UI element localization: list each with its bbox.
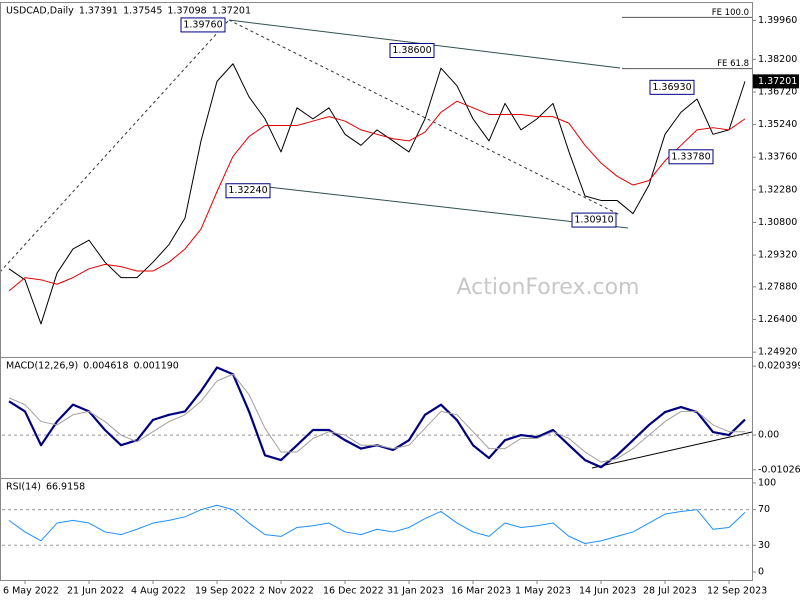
y-tick-label: 1.36720 xyxy=(758,86,797,97)
y-tick-label: 1.39960 xyxy=(758,15,797,26)
panel-frame xyxy=(0,478,753,581)
price-label: 1.33780 xyxy=(671,151,710,162)
price-label-box xyxy=(571,212,617,228)
ohlc-value: 1.37391 xyxy=(79,6,118,17)
price-label-box xyxy=(649,79,695,95)
trend-line xyxy=(0,19,230,273)
last-price-box xyxy=(753,74,799,89)
ohlc-value: 1.37098 xyxy=(167,6,206,17)
watermark: ActionForex.com xyxy=(457,275,640,300)
y-tick-label: 1.26400 xyxy=(758,314,797,325)
trend-line xyxy=(267,186,629,229)
trend-line xyxy=(591,431,753,469)
x-tick-label: 31 Jan 2023 xyxy=(387,586,444,597)
x-tick-label: 16 Dec 2022 xyxy=(323,586,384,597)
price-label: 1.39760 xyxy=(183,19,222,30)
fe-level-label: FE 61.8 xyxy=(717,59,749,69)
series-line xyxy=(8,504,746,545)
series-line xyxy=(8,63,746,325)
y-tick-label: 1.33760 xyxy=(758,152,797,163)
x-tick-label: 2 Nov 2022 xyxy=(259,586,314,597)
x-tick-label: 19 Sep 2022 xyxy=(195,586,255,597)
y-tick-label: 1.24920 xyxy=(758,347,797,358)
price-label-box xyxy=(180,17,226,33)
symbol-label: USDCAD,Daily xyxy=(6,6,74,17)
y-tick-label: 0 xyxy=(758,566,764,577)
ohlc-value: 1.37545 xyxy=(123,6,162,17)
x-tick-label: 1 May 2023 xyxy=(515,586,571,597)
price-label-box xyxy=(668,149,714,165)
indicator-label: MACD(12,26,9) xyxy=(6,361,78,372)
y-tick-label: -0.01026 xyxy=(758,464,800,475)
x-tick-label: 4 Aug 2022 xyxy=(131,586,186,597)
indicator-reading: 0.004618 xyxy=(83,361,128,372)
y-tick-label: 30 xyxy=(758,540,770,551)
y-tick-label: 100 xyxy=(758,477,776,488)
x-tick-label: 28 Jul 2023 xyxy=(643,586,697,597)
ohlc-value: 1.37201 xyxy=(212,6,251,17)
indicator-label: RSI(14) xyxy=(6,482,41,493)
y-tick-label: 1.29320 xyxy=(758,250,797,261)
y-tick-label: 1.35240 xyxy=(758,119,797,130)
indicator-reading: 0.001190 xyxy=(134,361,179,372)
x-tick-label: 12 Sep 2023 xyxy=(707,586,767,597)
y-tick-label: 0.020399 xyxy=(758,361,800,372)
y-tick-label: 0.00 xyxy=(758,430,779,441)
price-label: 1.32240 xyxy=(228,185,267,196)
y-tick-label: 70 xyxy=(758,504,770,515)
trend-line xyxy=(228,19,621,216)
price-label: 1.38600 xyxy=(392,45,431,56)
price-label: 1.30910 xyxy=(574,215,613,226)
last-price-label: 1.37201 xyxy=(758,76,797,87)
y-tick-label: 1.30800 xyxy=(758,217,797,228)
series-line xyxy=(8,373,745,463)
price-label: 1.36930 xyxy=(652,82,691,93)
series-line xyxy=(8,100,746,292)
indicator-reading: 66.9158 xyxy=(46,482,85,493)
fe-level-label: FE 100.0 xyxy=(712,8,749,18)
price-label-box xyxy=(389,43,435,59)
x-tick-label: 14 Jun 2023 xyxy=(579,586,636,597)
x-tick-label: 6 May 2022 xyxy=(3,586,59,597)
price-label-box xyxy=(225,183,271,199)
y-tick-label: 1.38200 xyxy=(758,54,797,65)
y-tick-label: 1.32280 xyxy=(758,184,797,195)
x-tick-label: 21 Jun 2022 xyxy=(67,586,124,597)
x-tick-label: 16 Mar 2023 xyxy=(451,586,511,597)
y-tick-label: 1.27880 xyxy=(758,281,797,292)
